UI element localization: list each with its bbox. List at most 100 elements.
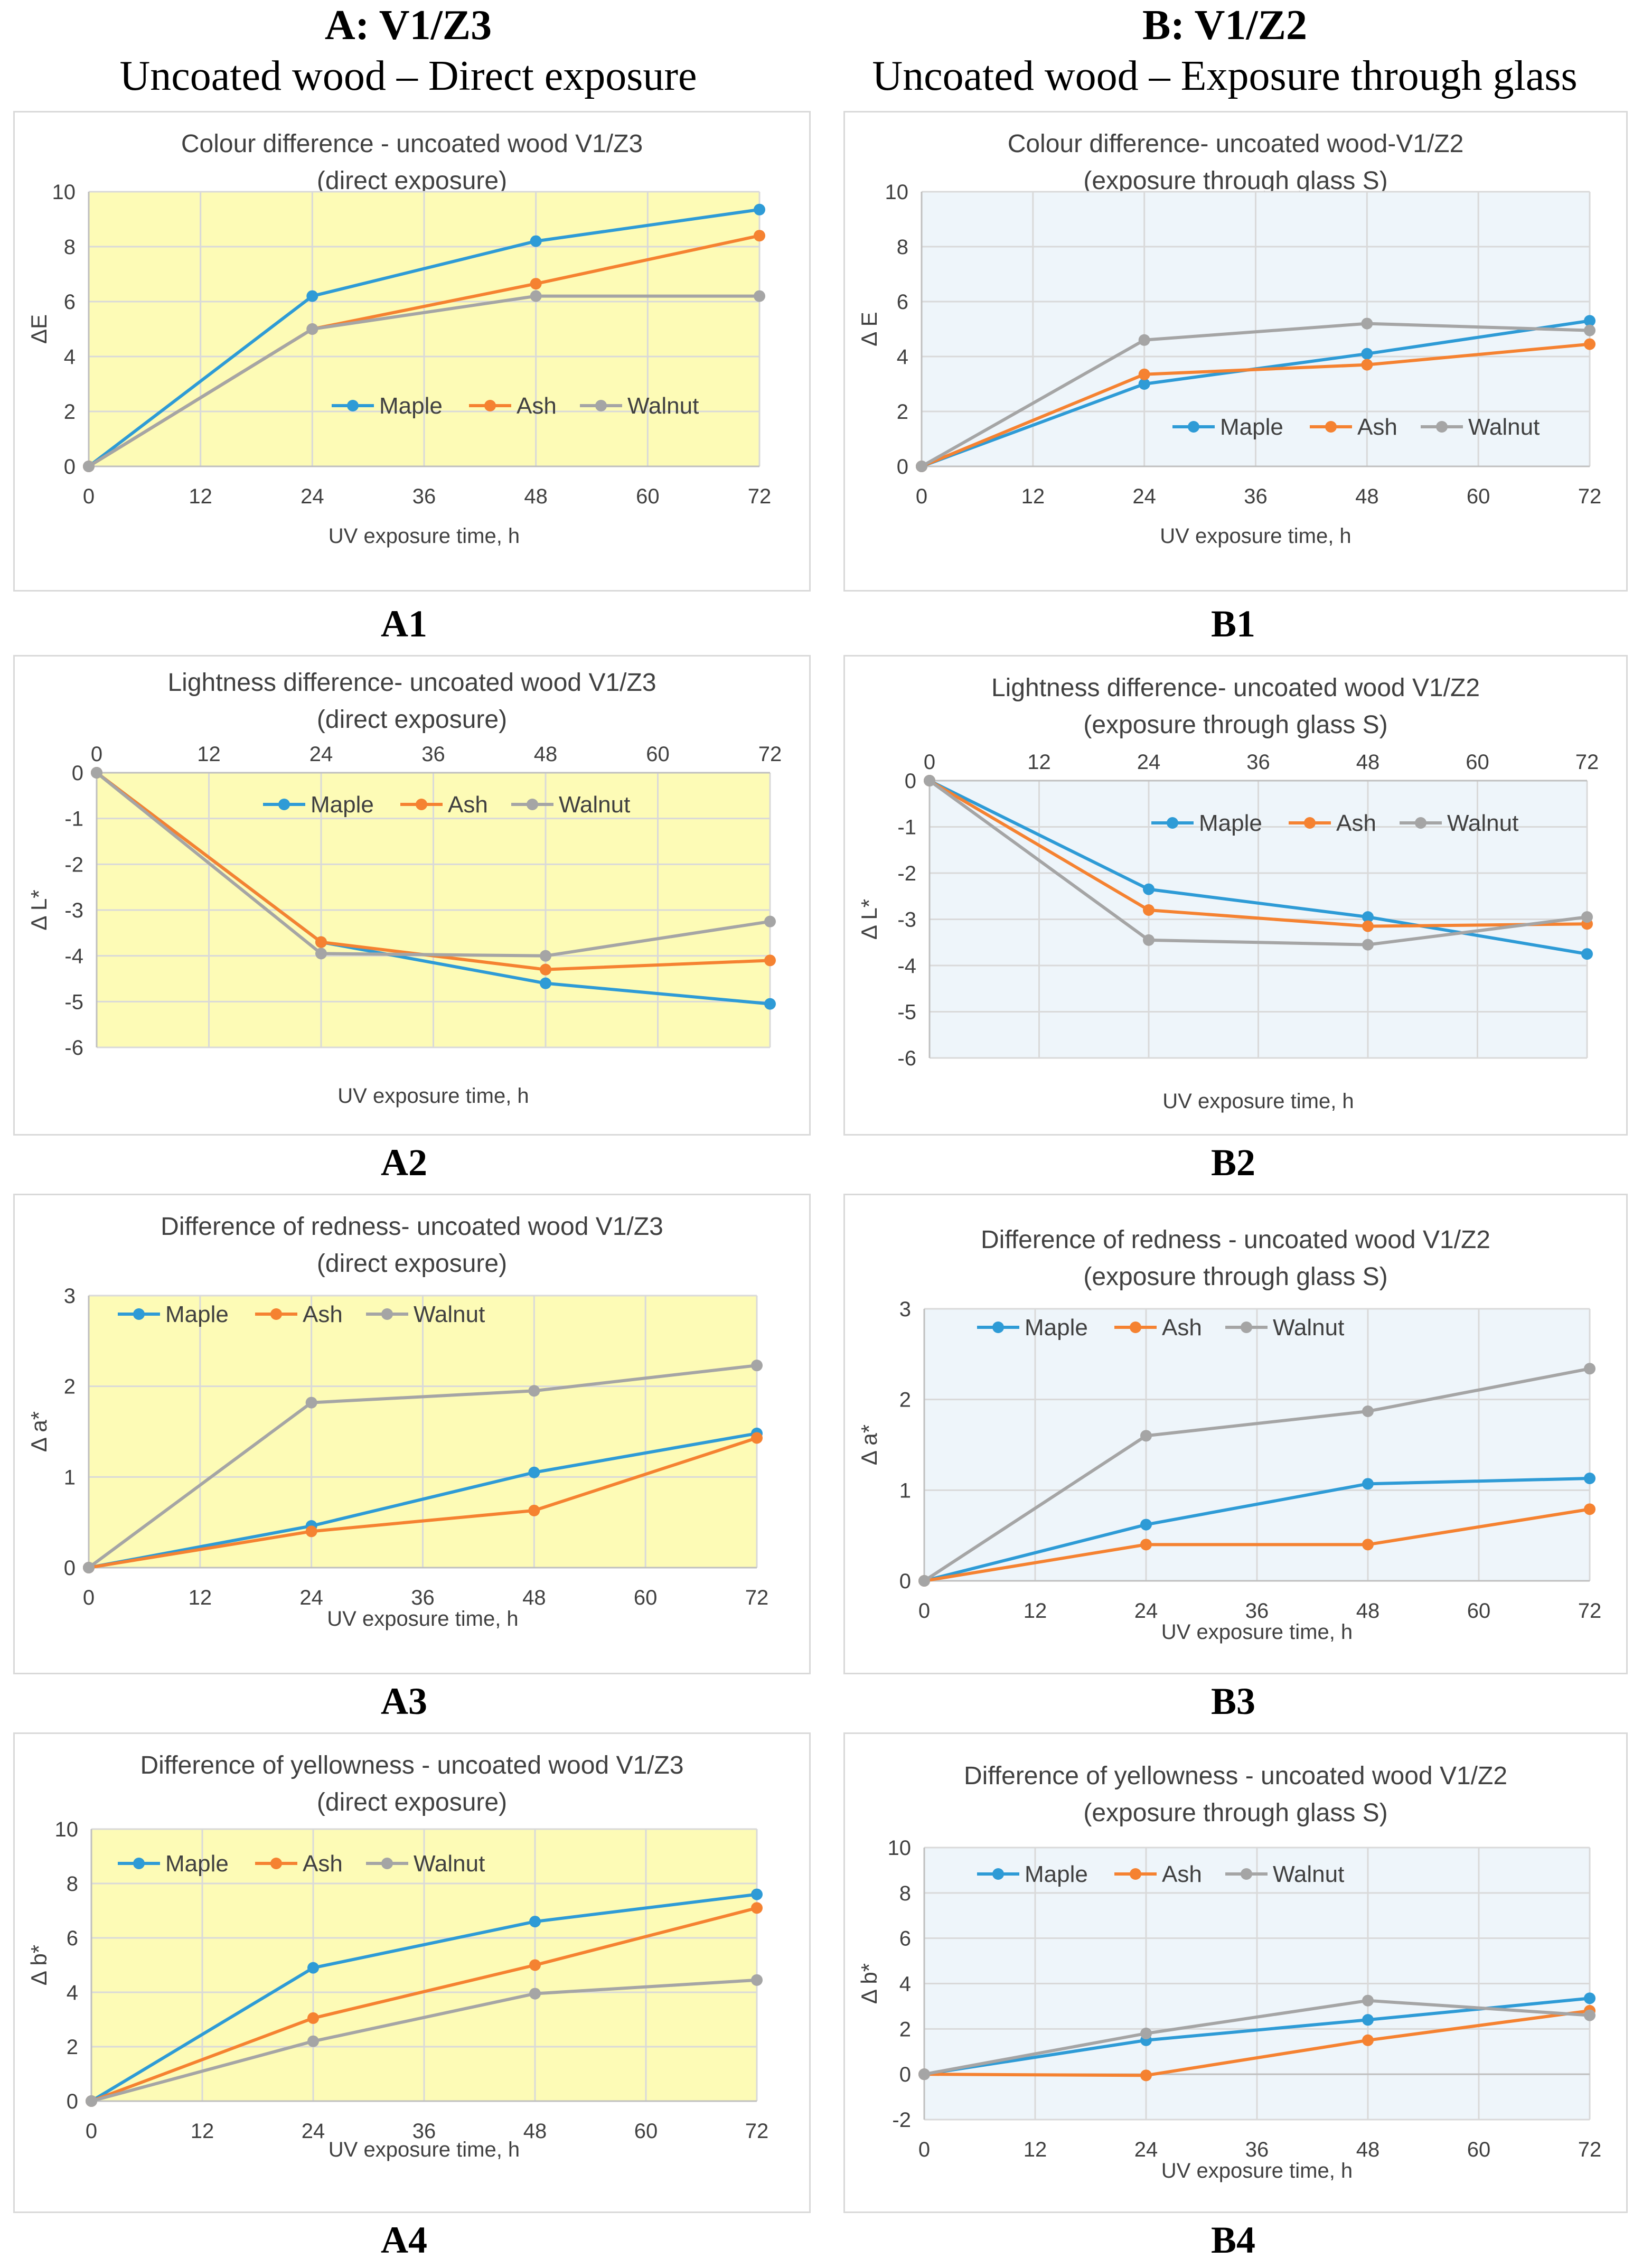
series-line-maple [88, 1431, 757, 1569]
data-point-maple [1584, 315, 1596, 327]
x-tick-label: 48 [522, 1586, 546, 1609]
x-tick-labels: 0 12 24 36 48 60 72 [83, 1586, 768, 1609]
y-tick-label: 0 [67, 2090, 78, 2113]
x-tick-label: 0 [916, 485, 927, 508]
chart-title-line2: (direct exposure) [316, 706, 508, 734]
data-point-ash [1138, 368, 1150, 380]
y-tick-label: -4 [897, 954, 916, 978]
legend: Maple Ash Walnut [977, 1861, 1344, 1887]
data-point-maple [751, 1888, 763, 1900]
y-tick-label: 4 [67, 1981, 78, 2004]
legend-marker-ash [270, 1858, 282, 1869]
data-point-maple [1362, 1478, 1374, 1490]
x-tick-labels: 0 12 24 36 48 60 72 [86, 2120, 768, 2143]
x-tick-label: 48 [524, 485, 548, 508]
series-line-ash [924, 2009, 1590, 2077]
y-tick-label: -2 [892, 2108, 911, 2132]
x-tick-label: 48 [523, 2120, 547, 2143]
legend-marker-walnut [1415, 817, 1426, 829]
data-point-walnut [918, 1575, 930, 1587]
x-tick-label: 0 [918, 1599, 930, 1623]
data-point-walnut [1581, 911, 1593, 923]
legend: Maple Ash Walnut [1172, 414, 1540, 440]
chart-title-line2: (direct exposure) [316, 1788, 508, 1816]
legend-label-ash: Ash [303, 1851, 343, 1877]
y-tick-label: 4 [64, 345, 76, 369]
data-point-walnut [1140, 2027, 1152, 2039]
x-tick-label: 60 [1467, 2138, 1491, 2161]
y-tick-label: 0 [905, 770, 916, 793]
legend-marker-maple [992, 1322, 1004, 1333]
x-tick-label: 12 [1024, 2138, 1047, 2161]
x-tick-label: 72 [1578, 485, 1602, 508]
x-tick-labels: 0 12 24 36 48 60 72 [924, 751, 1599, 774]
legend-marker-maple [278, 799, 290, 810]
series-line-maple [928, 779, 1588, 956]
y-tick-label: 4 [897, 345, 908, 369]
chart-b2: 0 12 24 36 48 60 72 -6 -5 -4 -3 -2 -1 0 UV exposure ti… [857, 751, 1599, 1113]
x-tick-label: 72 [758, 743, 782, 766]
y-tick-label: 2 [897, 400, 908, 424]
chart-panel-a3: Difference of redness- uncoated wood V1/… [13, 1194, 811, 1674]
x-tick-label: 12 [191, 2120, 214, 2143]
legend-label-maple: Maple [311, 792, 374, 818]
data-point-walnut [1584, 2009, 1596, 2021]
x-tick-label: 36 [1245, 2138, 1269, 2161]
y-tick-labels: 0 2 4 6 8 10 [55, 1818, 79, 2113]
x-tick-labels: 0 12 24 36 48 60 72 [91, 743, 782, 766]
legend-label-walnut: Walnut [559, 792, 630, 818]
legend-marker-maple [133, 1858, 145, 1869]
x-tick-label: 12 [189, 485, 212, 508]
chart-title-line2: (exposure through glass S) [1083, 1263, 1388, 1291]
legend-label-ash: Ash [1162, 1861, 1202, 1887]
y-tick-label: 0 [64, 1557, 76, 1580]
legend: Maple Ash Walnut [332, 393, 699, 419]
legend-marker-ash [270, 1308, 282, 1320]
y-tick-label: 8 [897, 236, 908, 259]
data-point-walnut [1362, 939, 1374, 951]
chart-panel-a4: Difference of yellowness - uncoated wood… [13, 1732, 811, 2213]
legend-marker-maple [992, 1868, 1004, 1880]
legend-label-maple: Maple [1199, 810, 1262, 836]
data-point-ash [307, 2012, 319, 2024]
x-tick-label: 72 [1578, 2138, 1602, 2161]
y-tick-label: 0 [64, 455, 76, 479]
y-tick-label: 6 [897, 290, 908, 314]
y-tick-label: 8 [64, 236, 76, 259]
legend-marker-ash [1325, 421, 1337, 433]
x-tick-label: 0 [918, 2138, 930, 2161]
legend-label-ash: Ash [448, 792, 488, 818]
data-point-ash [751, 1432, 763, 1444]
x-tick-label: 60 [634, 1586, 658, 1609]
y-tick-label: 3 [899, 1298, 911, 1321]
data-point-walnut [528, 1385, 540, 1397]
x-axis-title: UV exposure time, h [329, 524, 520, 548]
legend-marker-ash [1130, 1322, 1141, 1333]
x-tick-labels: 0 12 24 36 48 60 72 [918, 1599, 1601, 1623]
chart-panel-a1: Colour difference - uncoated wood V1/Z3 … [13, 111, 811, 592]
legend-label-ash: Ash [1162, 1315, 1202, 1341]
series-walnut [924, 775, 1593, 951]
data-point-maple [1584, 1473, 1596, 1485]
x-tick-label: 60 [634, 2120, 658, 2143]
y-tick-label: 8 [899, 1882, 911, 1905]
y-axis-title: Δ a* [857, 1424, 881, 1465]
x-tick-label: 48 [1356, 1599, 1380, 1623]
data-point-ash [315, 936, 327, 948]
series-walnut [83, 290, 765, 472]
x-axis-title: UV exposure time, h [1162, 1090, 1354, 1113]
chart-title-line2: (direct exposure) [316, 167, 508, 195]
data-point-walnut [83, 1562, 95, 1573]
y-axis-title: Δ L* [26, 889, 51, 930]
y-tick-label: 3 [64, 1285, 76, 1308]
y-tick-label: 2 [899, 2018, 911, 2041]
chart-title-line1: Colour difference- uncoated wood-V1/Z2 [1007, 130, 1464, 158]
y-tick-labels: 0 2 4 6 8 10 [52, 181, 76, 479]
legend-marker-maple [347, 400, 359, 411]
x-tick-label: 24 [301, 485, 324, 508]
data-point-maple [540, 977, 551, 989]
legend-marker-walnut [1241, 1868, 1252, 1880]
y-tick-label: 2 [899, 1389, 911, 1412]
x-axis-title: UV exposure time, h [1161, 1620, 1353, 1644]
